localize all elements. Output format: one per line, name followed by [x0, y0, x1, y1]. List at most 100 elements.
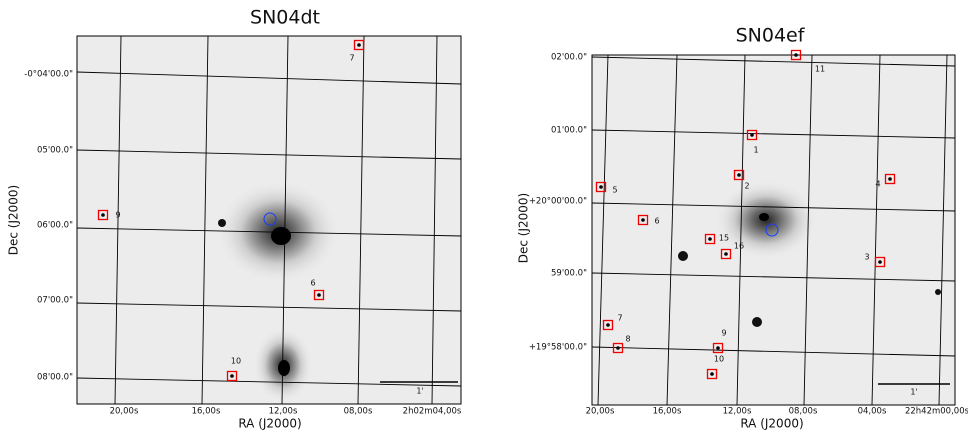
reference-star-box: [874, 256, 886, 268]
y-tick-label: 06'00.0": [37, 221, 73, 231]
x-tick-label: 08,00s: [344, 407, 373, 417]
grid-line: [76, 302, 462, 312]
grid-line: [591, 346, 956, 357]
marker-label: 5: [612, 186, 617, 195]
grid-line: [201, 35, 209, 405]
grid-line: [76, 227, 462, 237]
marker-label: 15: [719, 234, 729, 243]
marker-label: 7: [349, 54, 354, 63]
grid-line: [431, 35, 438, 405]
grid-line: [666, 54, 678, 406]
grid-line: [591, 56, 956, 67]
reference-star: [101, 213, 105, 217]
grid-line: [591, 129, 956, 139]
y-axis-label: Dec (J2000): [517, 193, 531, 263]
reference-star-box: [706, 368, 718, 380]
reference-star: [710, 372, 714, 376]
grid-line: [76, 71, 462, 85]
y-tick-label: +20°00'00.0": [529, 197, 587, 207]
x-tick-label: 20,00s: [586, 407, 615, 417]
grid-line: [803, 54, 813, 406]
x-tick-label: 12,00s: [269, 407, 298, 417]
reference-star: [230, 374, 234, 378]
x-axis-label: RA (J2000): [740, 417, 803, 431]
reference-star: [708, 237, 712, 241]
marker-label: 8: [625, 335, 630, 344]
sn-position: [263, 212, 277, 226]
reference-star: [616, 346, 620, 350]
scale-label: 1': [910, 388, 917, 397]
grid-line: [76, 149, 462, 160]
star: [678, 251, 688, 261]
y-tick-label: +19°58'00.0": [529, 343, 587, 353]
marker-label: 10: [231, 357, 241, 366]
reference-star: [737, 173, 741, 177]
panel-title: SN04dt: [250, 7, 320, 29]
galaxy-core: [278, 360, 290, 376]
grid-line: [591, 272, 956, 282]
y-tick-label: -0°04'00.0": [24, 70, 73, 80]
x-tick-label: 16,00s: [192, 407, 221, 417]
x-tick-label: 08,00s: [789, 407, 818, 417]
reference-star: [641, 218, 645, 222]
y-tick-label: 01'00.0": [551, 126, 587, 136]
x-tick-label: 2h02m04,00s: [403, 407, 462, 417]
image-frame: [591, 54, 956, 406]
reference-star-box: [602, 319, 614, 331]
reference-star-box: [712, 342, 724, 354]
reference-star: [317, 293, 321, 297]
x-tick-label: 12,00s: [723, 407, 752, 417]
grid-line: [114, 35, 122, 405]
scale-label: 1': [416, 387, 423, 396]
grid-line: [357, 35, 365, 405]
reference-star-box: [353, 39, 365, 51]
y-axis-label: Dec (J2000): [7, 185, 21, 255]
reference-star-box: [637, 214, 649, 226]
panel-title: SN04ef: [736, 25, 806, 47]
reference-star: [606, 323, 610, 327]
reference-star-box: [790, 49, 802, 61]
grid-line: [736, 54, 746, 406]
star: [752, 317, 762, 327]
reference-star-box: [226, 370, 238, 382]
marker-label: 10: [714, 355, 724, 364]
x-tick-label: 20,00s: [110, 407, 139, 417]
reference-star-box: [733, 169, 745, 181]
y-tick-label: 07'00.0": [37, 296, 73, 306]
marker-label: 4: [875, 180, 880, 189]
grid-line: [938, 54, 948, 406]
marker-label: 1: [753, 146, 758, 155]
reference-star: [716, 346, 720, 350]
reference-star: [599, 185, 603, 189]
reference-star-box: [595, 181, 607, 193]
reference-star-box: [746, 129, 758, 141]
star: [218, 219, 226, 227]
grid-line: [281, 35, 289, 405]
reference-star-box: [884, 173, 896, 185]
y-tick-label: 02'00.0": [551, 53, 587, 63]
marker-label: 6: [310, 279, 315, 288]
reference-star-box: [720, 248, 732, 260]
grid-line: [597, 54, 609, 406]
x-tick-label: 22h42m00,00s: [905, 407, 968, 417]
y-tick-label: 05'00.0": [37, 146, 73, 156]
grid-line: [76, 377, 462, 387]
reference-star: [888, 177, 892, 181]
x-axis-label: RA (J2000): [238, 417, 301, 431]
marker-label: 3: [864, 253, 869, 262]
galaxy-core: [759, 213, 769, 221]
y-tick-label: 08'00.0": [37, 373, 73, 383]
marker-label: 7: [617, 314, 622, 323]
reference-star: [794, 53, 798, 57]
marker-label: 9: [115, 211, 120, 220]
marker-label: 9: [721, 329, 726, 338]
reference-star: [357, 43, 361, 47]
reference-star: [878, 260, 882, 264]
reference-star-box: [704, 233, 716, 245]
sn-position: [765, 223, 779, 237]
x-tick-label: 16,00s: [653, 407, 682, 417]
x-tick-label: 04,00s: [858, 407, 887, 417]
marker-label: 11: [815, 65, 825, 74]
reference-star: [750, 133, 754, 137]
